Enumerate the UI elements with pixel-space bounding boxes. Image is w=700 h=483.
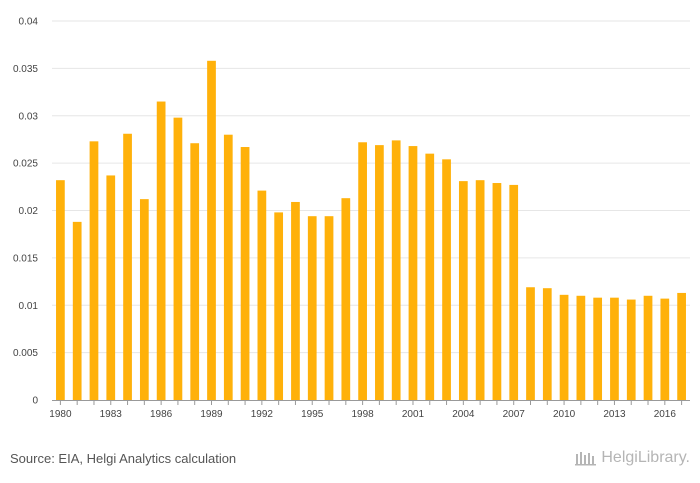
y-tick-label: 0.04 (19, 17, 39, 28)
logo-text: HelgiLibrary. (601, 449, 690, 466)
bar-1987 (173, 117, 183, 401)
x-tick-label: 1986 (150, 409, 173, 420)
bar-2016 (660, 298, 670, 400)
bar-2007 (509, 184, 519, 400)
bar-1982 (89, 141, 99, 400)
helgi-library-logo: HelgiLibrary. (575, 449, 690, 467)
x-axis-ticks: 1980 1983 1986 1989 1992 1995 1998 2001 2004 2007… (49, 400, 683, 420)
x-tick-label: 1989 (200, 409, 223, 420)
bar-1998 (358, 142, 367, 400)
bar-1994 (291, 201, 300, 400)
bar-1992 (257, 190, 267, 400)
bar-1991 (240, 147, 250, 400)
bar-1990 (223, 134, 233, 400)
library-icon (575, 452, 597, 466)
bar-2017 (677, 292, 686, 400)
bar-1988 (190, 143, 200, 401)
bar-2003 (442, 159, 451, 400)
bar-1996 (324, 216, 334, 400)
bar-2012 (593, 297, 603, 400)
bar-2011 (576, 295, 586, 400)
bar-1981 (72, 221, 82, 400)
bars (56, 60, 686, 401)
bar-1995 (307, 216, 317, 400)
x-tick-label: 2004 (452, 409, 475, 420)
bar-1983 (106, 175, 116, 400)
bar-2014 (626, 299, 636, 400)
x-tick-label: 1995 (301, 409, 324, 420)
y-tick-label: 0.025 (13, 159, 38, 170)
y-tick-label: 0 (32, 396, 38, 407)
bar-1986 (156, 101, 166, 400)
source-note: Source: EIA, Helgi Analytics calculation (10, 451, 237, 466)
x-tick-label: 2013 (603, 409, 626, 420)
bar-2000 (391, 140, 401, 400)
x-tick-label: 2007 (503, 409, 526, 420)
bar-1985 (139, 199, 149, 400)
bar-2005 (475, 180, 485, 400)
bar-1993 (274, 212, 284, 400)
bar-2010 (559, 294, 569, 400)
bar-1989 (207, 60, 216, 401)
bar-2001 (408, 146, 418, 400)
y-axis-ticks: 0 0.005 0.01 0.015 0.02 0.025 0.03 0.035 0.04 (13, 17, 38, 407)
bar-2015 (643, 295, 653, 400)
x-tick-label: 1983 (100, 409, 123, 420)
bar-1984 (123, 133, 132, 400)
bar-2008 (526, 287, 535, 400)
x-tick-label: 2001 (402, 409, 425, 420)
bar-1997 (341, 198, 351, 400)
bar-2006 (492, 183, 502, 400)
bar-2004 (458, 181, 468, 400)
x-tick-label: 1980 (49, 409, 72, 420)
x-tick-label: 1992 (251, 409, 274, 420)
x-tick-label: 1998 (351, 409, 374, 420)
bar-1999 (375, 145, 384, 400)
y-tick-label: 0.035 (13, 64, 38, 75)
y-tick-label: 0.005 (13, 348, 38, 359)
bar-2002 (425, 153, 435, 400)
bar-1980 (56, 180, 65, 400)
y-tick-label: 0.01 (19, 301, 39, 312)
bar-2009 (542, 288, 552, 400)
y-tick-label: 0.015 (13, 253, 38, 264)
bar-2013 (610, 297, 619, 400)
bar-chart: 0 0.005 0.01 0.015 0.02 0.025 0.03 0.035 0.04 19… (13, 17, 690, 420)
x-tick-label: 2016 (654, 409, 677, 420)
y-tick-label: 0.03 (19, 111, 39, 122)
y-tick-label: 0.02 (19, 206, 39, 217)
x-tick-label: 2010 (553, 409, 576, 420)
